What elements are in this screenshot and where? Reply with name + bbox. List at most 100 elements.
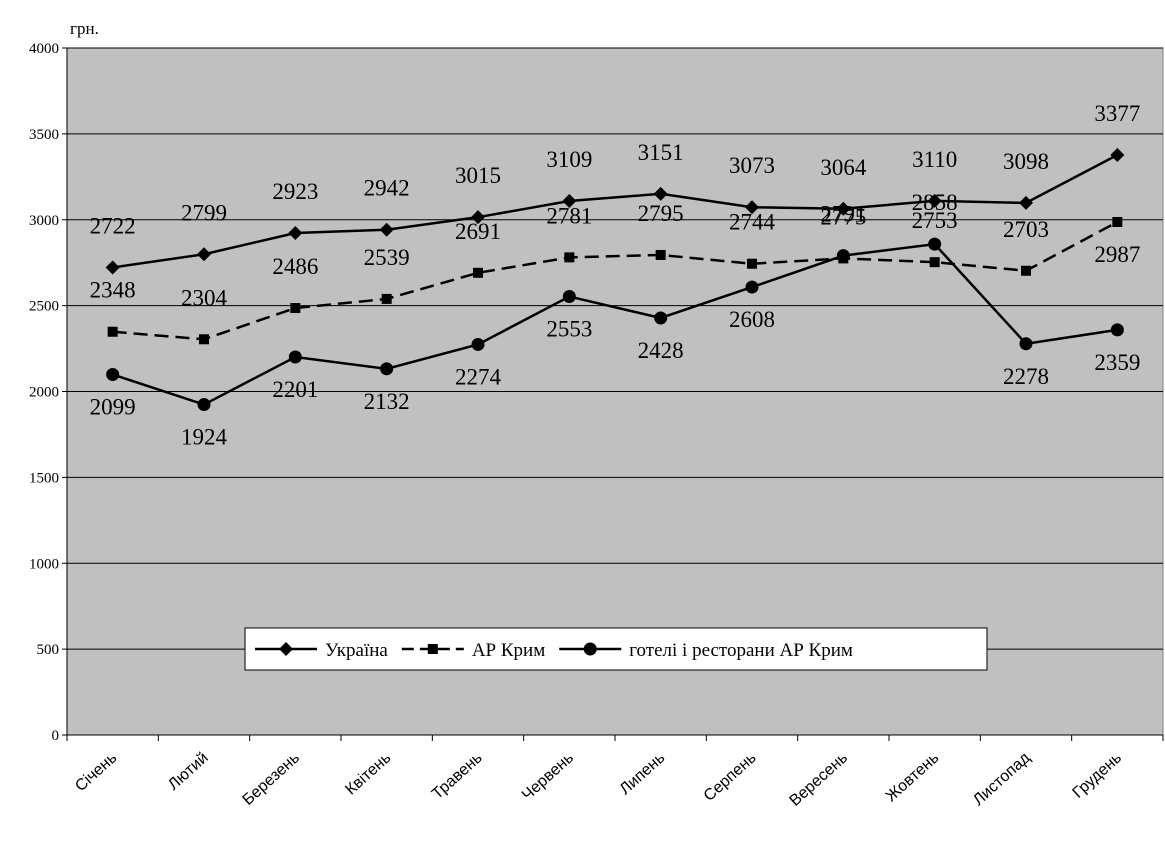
data-label: 2781: [546, 203, 592, 228]
legend-item-1: Україна: [255, 640, 388, 661]
legend: Україна АР Крим готелі і ресторани АР Крим: [244, 627, 988, 671]
data-label: 2099: [90, 394, 136, 419]
diamond-marker: [279, 642, 293, 656]
x-tick-label: Жовтень: [883, 749, 943, 805]
legend-label: Україна: [325, 640, 388, 661]
circle-marker: [197, 398, 211, 412]
square-marker: [929, 257, 940, 268]
circle-marker: [1110, 323, 1124, 337]
data-label: 2274: [455, 364, 502, 389]
circle-marker: [106, 367, 120, 381]
data-label: 2132: [364, 389, 410, 414]
diamond-marker: [288, 225, 303, 240]
data-label: 2795: [638, 201, 684, 226]
y-tick-label: 1000: [29, 556, 59, 572]
diamond-marker: [379, 222, 394, 237]
diamond-marker: [653, 186, 668, 201]
diamond-marker: [836, 201, 851, 216]
circle-marker: [288, 350, 302, 364]
data-label: 3015: [455, 163, 501, 188]
diamond-marker: [1019, 195, 1033, 210]
data-label: 2359: [1094, 350, 1140, 375]
data-label: 2942: [364, 176, 410, 201]
circle-marker: [471, 337, 485, 351]
data-label: 2923: [272, 179, 318, 204]
data-label: 1924: [181, 425, 228, 450]
data-label: 2987: [1094, 242, 1140, 267]
x-axis: Січень Лютий Березень Квітень Травень Червень…: [66, 734, 1164, 810]
y-unit-label: грн.: [70, 19, 99, 38]
data-label: 2775: [820, 204, 866, 229]
diamond-marker: [562, 194, 577, 209]
data-label: 2553: [546, 317, 592, 342]
x-tick-label: Січень: [72, 749, 120, 795]
series-1: [105, 148, 1125, 275]
y-tick-label: 0: [52, 728, 60, 744]
data-label: 2486: [272, 254, 318, 279]
diamond-marker: [745, 200, 759, 215]
y-tick-label: 500: [37, 642, 60, 658]
series-line: [112, 220, 1118, 341]
data-label: 2348: [90, 278, 136, 303]
data-label: 2753: [912, 208, 958, 233]
data-label: 2691: [455, 219, 501, 244]
y-tick-label: 4000: [29, 41, 59, 57]
y-tick-label: 2500: [29, 299, 59, 315]
y-tick-label: 3500: [29, 127, 59, 143]
circle-marker: [928, 237, 942, 251]
data-label: 3151: [638, 140, 684, 165]
data-label: 2858: [912, 190, 958, 215]
y-tick-label: 2000: [29, 385, 59, 401]
square-marker: [381, 293, 392, 304]
square-marker: [427, 644, 438, 654]
x-tick-label: Грудень: [1070, 749, 1125, 801]
square-marker: [290, 303, 301, 314]
x-tick-label: Квітень: [342, 749, 394, 798]
series-line: [112, 153, 1118, 269]
diamond-marker: [105, 260, 120, 275]
series-group: [105, 148, 1125, 412]
legend-label: АР Крим: [472, 640, 545, 661]
circle-marker: [562, 290, 576, 304]
x-tick-label: Липень: [617, 749, 669, 798]
square-marker: [564, 252, 575, 263]
data-label: 2722: [90, 213, 136, 238]
square-marker: [199, 334, 209, 345]
series-line: [112, 242, 1118, 406]
diamond-marker: [1110, 148, 1125, 163]
circle-marker: [836, 249, 850, 263]
y-tick-label: 3000: [29, 213, 59, 229]
x-tick-label: Серпень: [701, 749, 760, 805]
square-marker: [1112, 216, 1123, 227]
data-label: 2791: [820, 202, 866, 227]
y-axis: 0 500 1000 1500 2000 2500 3000 3500 4000: [29, 41, 68, 744]
circle-marker: [380, 362, 394, 376]
data-labels: 2722 2799 2923 2942 3015 3109 3151 3073 3064 3110…: [90, 101, 1141, 450]
data-label: 2201: [272, 377, 318, 402]
data-label: 2539: [364, 245, 410, 270]
square-marker: [655, 249, 666, 260]
square-marker: [107, 326, 118, 337]
circle-marker: [654, 311, 668, 325]
x-tick-label: Травень: [429, 749, 486, 802]
data-label: 2304: [181, 285, 228, 310]
diamond-marker: [927, 193, 942, 208]
x-tick-label: Лютий: [165, 749, 212, 793]
data-label: 3064: [820, 155, 867, 180]
data-label: 3109: [546, 147, 592, 172]
circle-marker: [583, 642, 597, 656]
diamond-marker: [197, 247, 211, 262]
x-tick-label: Листопад: [970, 749, 1034, 809]
x-tick-label: Червень: [519, 749, 577, 804]
data-label: 2428: [638, 338, 684, 363]
circle-marker: [745, 280, 759, 294]
x-tick-label: Вересень: [787, 749, 851, 809]
diamond-marker: [471, 210, 485, 225]
square-marker: [1021, 265, 1031, 276]
square-marker: [747, 258, 757, 269]
data-label: 3377: [1094, 101, 1140, 126]
square-marker: [473, 267, 483, 278]
data-label: 2278: [1003, 364, 1049, 389]
data-label: 2608: [729, 307, 775, 332]
